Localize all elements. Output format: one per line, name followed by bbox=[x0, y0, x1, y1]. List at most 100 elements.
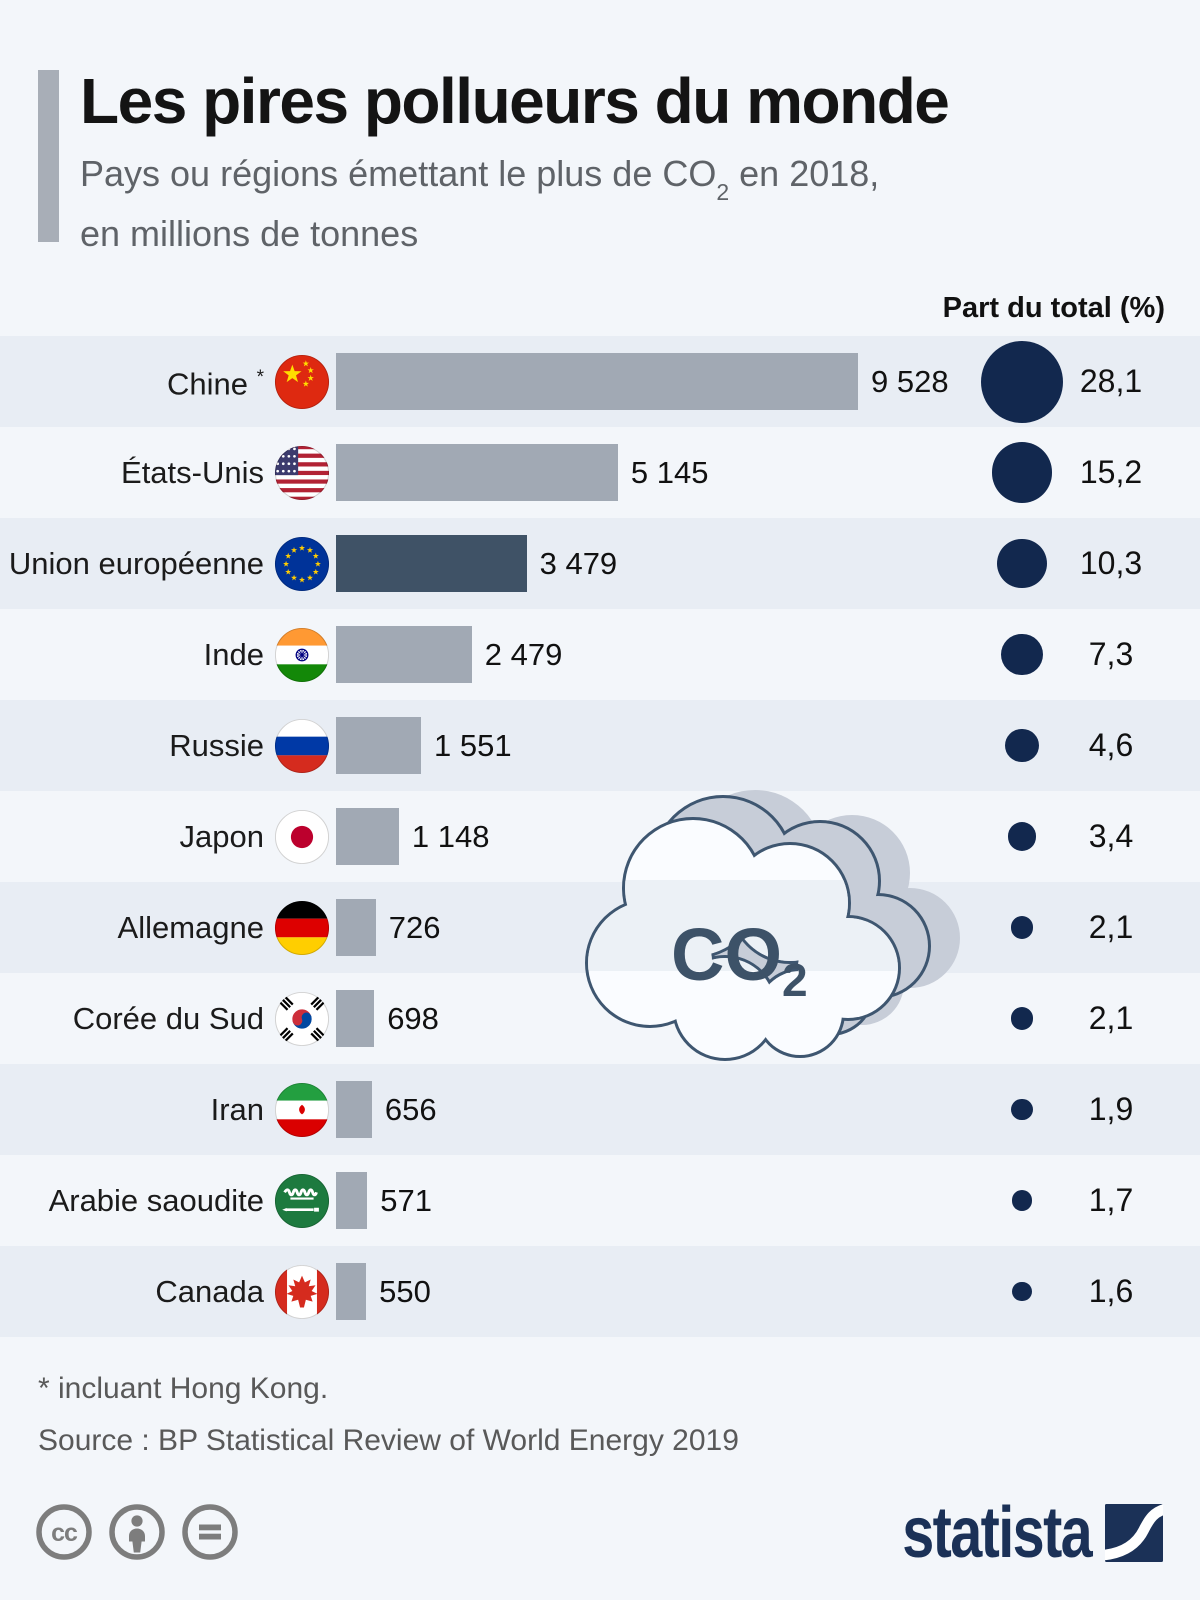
chart-row: Allemagne 726 2,1 bbox=[0, 882, 1200, 973]
subtitle-line1: Pays ou régions émettant le plus de CO2 … bbox=[80, 153, 880, 206]
bar-chart: Chine * 9 528 28,1 États-Unis 5 145 15,2 Union… bbox=[0, 336, 1200, 1337]
russia-flag-icon bbox=[274, 718, 330, 773]
footnote: * incluant Hong Kong. bbox=[38, 1372, 329, 1405]
country-label: Arabie saoudite bbox=[48, 1182, 264, 1218]
canada-flag-icon bbox=[274, 1264, 330, 1320]
emissions-value: 9 528 bbox=[871, 363, 949, 399]
co2-cloud-icon: CO2 bbox=[585, 790, 960, 1061]
emissions-bar bbox=[336, 990, 375, 1047]
emissions-value: 726 bbox=[388, 909, 441, 945]
iran-flag-icon bbox=[274, 1082, 330, 1137]
statista-logo-icon bbox=[1105, 1504, 1163, 1562]
chart-row: Iran 656 1,9 bbox=[0, 1064, 1200, 1155]
equals-icon bbox=[182, 1504, 238, 1560]
share-circle bbox=[1011, 1190, 1033, 1211]
country-label: Chine * bbox=[166, 366, 264, 402]
eu-flag-icon bbox=[274, 536, 330, 591]
emissions-value: 2 479 bbox=[484, 636, 563, 672]
share-circle bbox=[1011, 1098, 1033, 1121]
emissions-bar bbox=[336, 1263, 367, 1320]
emissions-bar bbox=[336, 899, 376, 956]
chart-row: Canada 550 1,6 bbox=[0, 1246, 1200, 1337]
japan-flag-icon bbox=[274, 809, 330, 865]
country-label: Iran bbox=[210, 1091, 264, 1127]
south-korea-flag-icon bbox=[274, 991, 330, 1047]
emissions-value: 656 bbox=[384, 1091, 437, 1127]
canada-flag-icon bbox=[274, 1264, 330, 1319]
chart-rows: Chine * 9 528 28,1 États-Unis 5 145 15,2 Union… bbox=[0, 336, 1200, 1337]
footnote-marker: * bbox=[256, 367, 264, 389]
share-value: 7,3 bbox=[1088, 635, 1134, 672]
india-flag-icon bbox=[274, 627, 330, 682]
share-circle bbox=[1010, 1007, 1034, 1030]
source-line: Source : BP Statistical Review of World … bbox=[38, 1424, 739, 1457]
chart-row: Russie 1 551 4,6 bbox=[0, 700, 1200, 791]
share-value: 4,6 bbox=[1088, 726, 1134, 763]
iran-flag-icon bbox=[274, 1082, 330, 1138]
emissions-value: 571 bbox=[380, 1182, 433, 1218]
eu-flag-icon bbox=[274, 536, 330, 592]
share-value: 1,7 bbox=[1088, 1181, 1134, 1218]
subtitle-line2: en millions de tonnes bbox=[80, 213, 419, 255]
country-label: Corée du Sud bbox=[72, 1000, 264, 1036]
emissions-bar bbox=[336, 444, 618, 501]
emissions-bar bbox=[336, 808, 399, 865]
emissions-bar bbox=[336, 353, 858, 410]
license-icons: cc bbox=[35, 1503, 239, 1561]
saudi-arabia-flag-icon bbox=[274, 1173, 330, 1228]
germany-flag-icon bbox=[274, 900, 330, 955]
title-accent-bar bbox=[38, 70, 59, 242]
emissions-bar bbox=[336, 626, 472, 683]
emissions-bar bbox=[336, 717, 421, 774]
share-circle bbox=[1001, 633, 1043, 676]
svg-text:cc: cc bbox=[51, 1519, 78, 1547]
japan-flag-icon bbox=[274, 809, 330, 864]
share-value: 28,1 bbox=[1079, 362, 1143, 399]
saudi-arabia-flag-icon bbox=[274, 1173, 330, 1229]
country-label: États-Unis bbox=[121, 454, 264, 490]
chart-row: États-Unis 5 145 15,2 bbox=[0, 427, 1200, 518]
emissions-value: 3 479 bbox=[539, 545, 618, 581]
statista-branding: statista bbox=[855, 1492, 1163, 1574]
co2-label: CO2 bbox=[671, 913, 808, 1006]
country-label: Canada bbox=[155, 1273, 264, 1309]
share-circle bbox=[1007, 822, 1037, 851]
share-value: 15,2 bbox=[1079, 453, 1143, 490]
china-flag-icon bbox=[274, 354, 330, 409]
chart-row: Chine * 9 528 28,1 bbox=[0, 336, 1200, 427]
emissions-bar bbox=[336, 1081, 372, 1138]
share-circle bbox=[981, 340, 1063, 423]
page-title: Les pires pollueurs du monde bbox=[80, 65, 950, 137]
country-label: Japon bbox=[179, 818, 264, 854]
co2-cloud-illustration: CO2 bbox=[565, 758, 975, 1073]
emissions-bar bbox=[336, 1172, 368, 1229]
emissions-value: 1 148 bbox=[411, 818, 490, 854]
chart-row: Union européenne 3 479 10,3 bbox=[0, 518, 1200, 609]
emissions-bar bbox=[336, 535, 527, 592]
share-value: 10,3 bbox=[1079, 544, 1143, 581]
share-circle bbox=[997, 538, 1047, 589]
us-flag-icon bbox=[274, 445, 330, 500]
statista-wordmark: statista bbox=[902, 1493, 1092, 1573]
share-value: 1,6 bbox=[1088, 1272, 1134, 1309]
chart-row: Inde 2 479 7,3 bbox=[0, 609, 1200, 700]
country-label: Allemagne bbox=[117, 909, 264, 945]
country-label: Union européenne bbox=[8, 545, 264, 581]
share-circle bbox=[1005, 728, 1039, 763]
us-flag-icon bbox=[274, 445, 330, 501]
china-flag-icon bbox=[274, 354, 330, 410]
chart-row: Japon 1 148 3,4 bbox=[0, 791, 1200, 882]
page-subtitle: Pays ou régions émettant le plus de CO2 … bbox=[80, 150, 879, 258]
share-value: 3,4 bbox=[1088, 817, 1134, 854]
share-circle bbox=[1010, 916, 1034, 939]
share-value: 1,9 bbox=[1088, 1090, 1134, 1127]
cc-icon: cc bbox=[36, 1504, 92, 1560]
share-circle bbox=[991, 442, 1053, 503]
emissions-value: 550 bbox=[379, 1273, 431, 1309]
share-value: 2,1 bbox=[1088, 908, 1134, 945]
share-value: 2,1 bbox=[1088, 999, 1134, 1036]
share-column-header: Part du total (%) bbox=[942, 292, 1165, 324]
country-label: Russie bbox=[169, 727, 264, 763]
emissions-value: 698 bbox=[387, 1000, 439, 1036]
